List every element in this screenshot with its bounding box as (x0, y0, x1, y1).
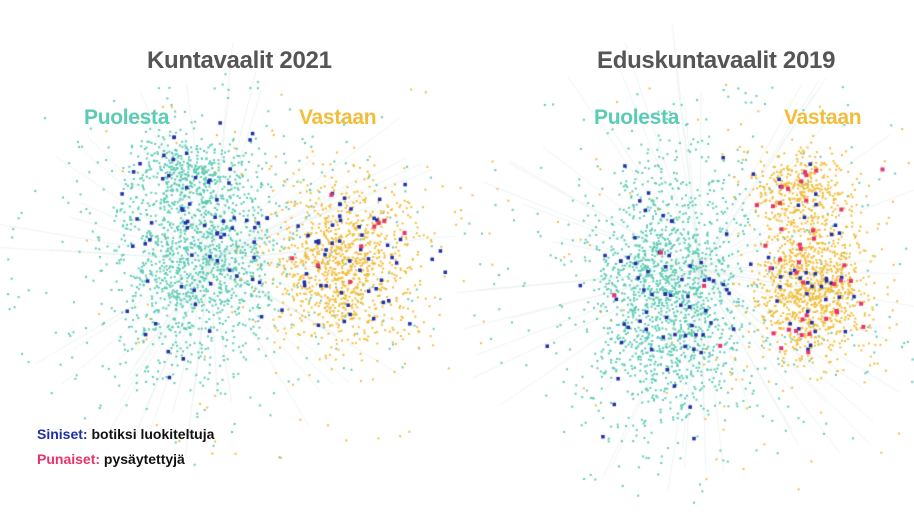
legend-stopped-text: pysäytettyjä (103, 451, 185, 467)
legend-stopped-key: Punaiset: (37, 451, 101, 467)
label-vastaan-2019: Vastaan (784, 106, 862, 129)
legend-bots: Siniset: botiksi luokiteltuja (37, 426, 214, 442)
label-puolesta-2019: Puolesta (594, 106, 680, 129)
panel-title-eduskuntavaalit: Eduskuntavaalit 2019 (597, 47, 836, 74)
legend-bots-text: botiksi luokiteltuja (91, 426, 215, 442)
label-puolesta-2021: Puolesta (84, 106, 170, 129)
label-vastaan-2021: Vastaan (299, 106, 377, 129)
legend-stopped: Punaiset: pysäytettyjä (37, 451, 185, 467)
panel-title-kuntavaalit: Kuntavaalit 2021 (147, 47, 332, 74)
legend-bots-key: Siniset: (37, 426, 88, 442)
